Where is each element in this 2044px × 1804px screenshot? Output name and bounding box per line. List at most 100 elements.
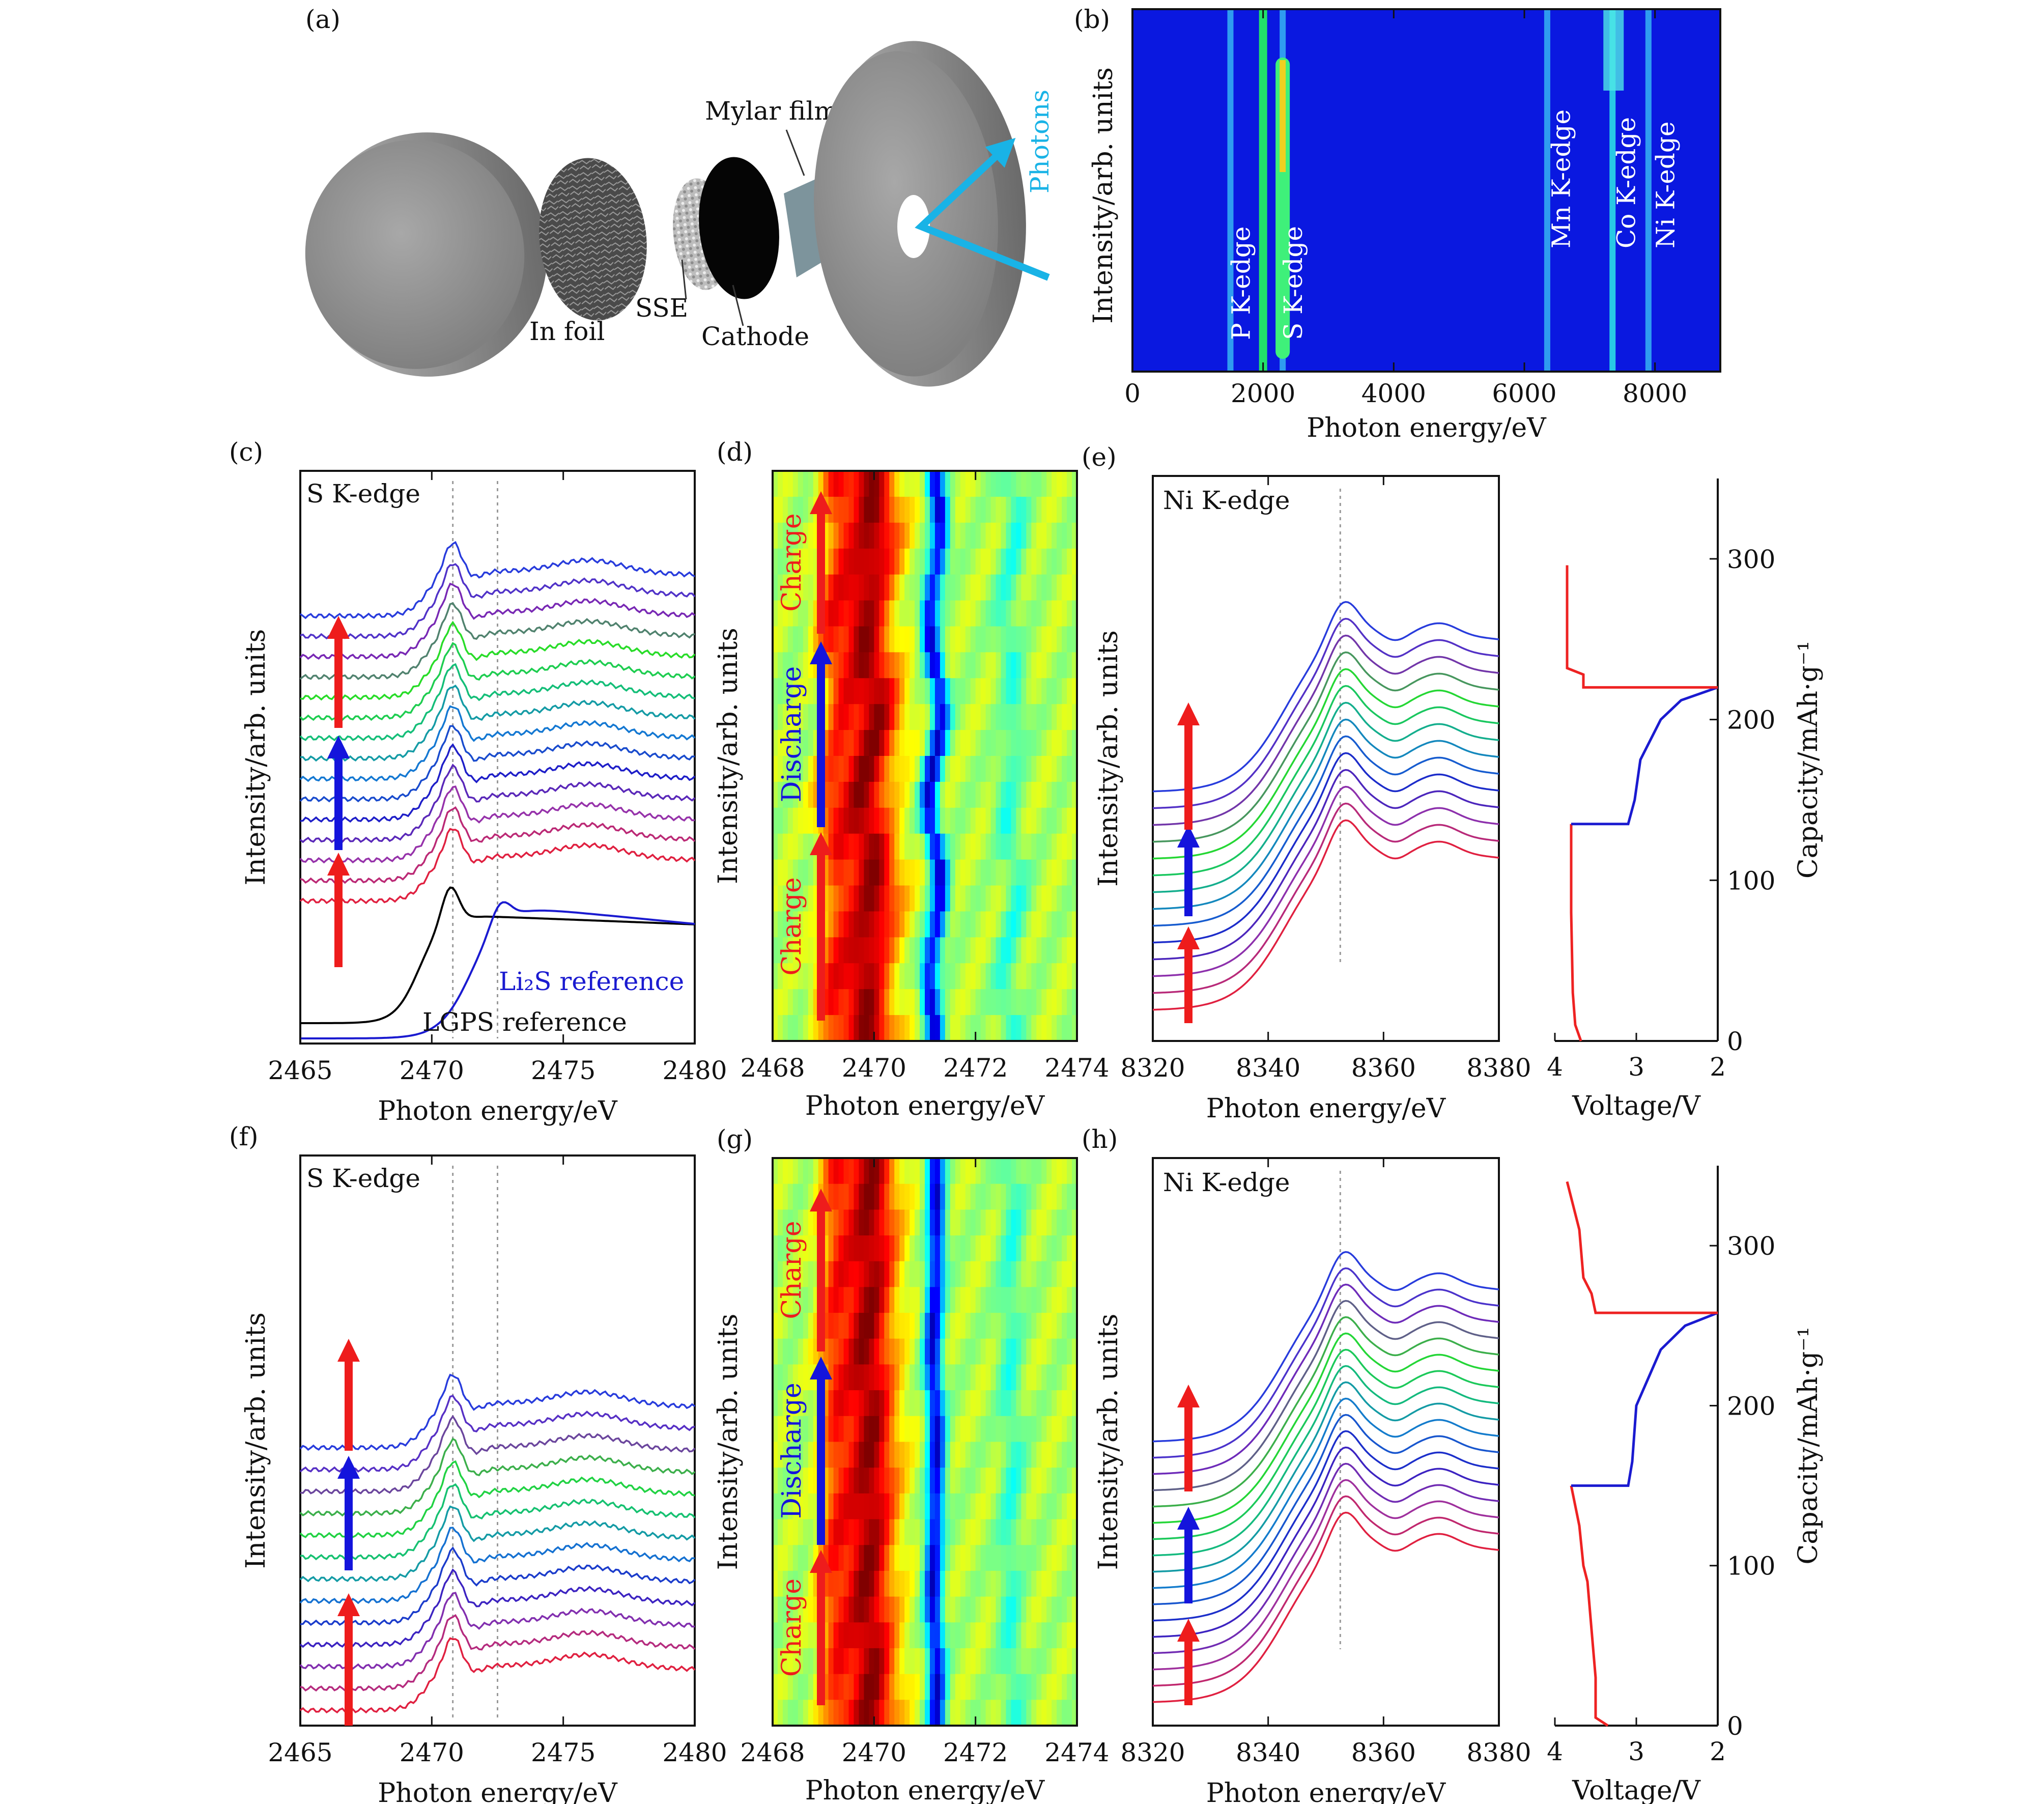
panel-label-a: (a) bbox=[305, 5, 340, 34]
heatmap-cell bbox=[859, 1468, 865, 1494]
heatmap-cell bbox=[889, 1416, 895, 1443]
heatmap-cell bbox=[910, 678, 916, 705]
heatmap-cell bbox=[1052, 1596, 1058, 1623]
heatmap-cell bbox=[889, 1390, 895, 1417]
heatmap-cell bbox=[980, 496, 986, 523]
heatmap-cell bbox=[808, 704, 814, 731]
heatmap-cell bbox=[808, 471, 814, 497]
heatmap-cell bbox=[864, 1545, 870, 1571]
heatmap-cell bbox=[1031, 1158, 1037, 1185]
heatmap-cell bbox=[884, 626, 890, 653]
heatmap-cell bbox=[934, 548, 941, 575]
heatmap-cell bbox=[915, 989, 921, 1016]
heatmap-cell bbox=[1036, 652, 1042, 679]
heatmap-cell bbox=[894, 756, 900, 782]
heatmap-cell bbox=[1057, 730, 1063, 756]
heatmap-cell bbox=[879, 1570, 885, 1597]
cathode-label: Cathode bbox=[701, 322, 809, 351]
heatmap-cell bbox=[980, 1545, 986, 1571]
heatmap-cell bbox=[975, 1390, 981, 1417]
heatmap-cell bbox=[925, 1183, 930, 1210]
heatmap-cell bbox=[955, 1519, 961, 1546]
heatmap-cell bbox=[915, 522, 921, 549]
spectrum-line bbox=[1152, 1414, 1499, 1605]
heatmap-cell bbox=[1016, 1442, 1022, 1469]
heatmap-cell bbox=[965, 833, 971, 860]
heatmap-cell bbox=[1072, 522, 1077, 549]
heatmap-cell bbox=[787, 1313, 793, 1339]
heatmap-cell bbox=[1026, 756, 1032, 782]
heatmap-cell bbox=[950, 1570, 956, 1597]
heatmap-cell bbox=[975, 859, 981, 886]
heatmap-cell bbox=[843, 756, 849, 782]
heatmap-cell bbox=[945, 496, 951, 523]
heatmap-cell bbox=[1011, 1442, 1017, 1469]
heatmap-cell bbox=[1062, 1313, 1068, 1339]
spectrum-line bbox=[299, 785, 695, 864]
heatmap-cell bbox=[1052, 1364, 1058, 1391]
heatmap-cell bbox=[1006, 911, 1012, 938]
in-foil bbox=[539, 158, 647, 321]
heatmap-cell bbox=[1072, 1674, 1077, 1701]
heatmap-cell bbox=[975, 963, 981, 990]
heatmap-cell bbox=[980, 963, 986, 990]
heatmap-cell bbox=[859, 963, 865, 990]
heatmap-cell bbox=[854, 1364, 860, 1391]
heatmap-cell bbox=[813, 1674, 819, 1701]
heatmap-cell bbox=[803, 652, 809, 679]
edge-label: S K-edge bbox=[1279, 226, 1308, 340]
heatmap-cell bbox=[1031, 1338, 1037, 1365]
heatmap-cell bbox=[955, 1338, 961, 1365]
heatmap-cell bbox=[1001, 1493, 1007, 1520]
heatmap-cell bbox=[975, 1183, 981, 1210]
heatmap-cell bbox=[838, 730, 844, 756]
heatmap-cell bbox=[1001, 1416, 1007, 1443]
heatmap-cell bbox=[1062, 756, 1068, 782]
heatmap-cell bbox=[787, 781, 793, 808]
heatmap-cell bbox=[848, 1287, 855, 1314]
heatmap-cell bbox=[1057, 756, 1063, 782]
heatmap-cell bbox=[1057, 911, 1063, 938]
heatmap-cell bbox=[985, 1493, 991, 1520]
heatmap-cell bbox=[843, 600, 849, 627]
heatmap-cell bbox=[1016, 1261, 1022, 1288]
heatmap-cell bbox=[854, 1545, 860, 1571]
heatmap-cell bbox=[889, 522, 895, 549]
heatmap-cell bbox=[955, 600, 961, 627]
heatmap-cell bbox=[833, 859, 839, 886]
heatmap-cell bbox=[1062, 1596, 1068, 1623]
heatmap-cell bbox=[1067, 1261, 1073, 1288]
heatmap-cell bbox=[813, 1209, 819, 1236]
heatmap-cell bbox=[838, 548, 844, 575]
heatmap-cell bbox=[874, 704, 880, 731]
heatmap-cell bbox=[1011, 1622, 1017, 1649]
spectrum-line bbox=[1152, 701, 1499, 893]
heatmap-cell bbox=[889, 1648, 895, 1675]
heatmap-cell bbox=[1057, 1158, 1063, 1185]
heatmap-cell bbox=[1052, 1235, 1058, 1262]
heatmap-cell bbox=[1041, 807, 1047, 834]
heatmap-cell bbox=[910, 1442, 916, 1469]
heatmap-cell bbox=[787, 1442, 793, 1469]
heatmap-cell bbox=[864, 1235, 870, 1262]
heatmap-cell bbox=[798, 885, 804, 912]
heatmap-cell bbox=[833, 1468, 839, 1494]
heatmap-cell bbox=[823, 1622, 829, 1649]
heatmap-cell bbox=[975, 989, 981, 1016]
heatmap-cell bbox=[965, 1261, 971, 1288]
heatmap-cell bbox=[945, 885, 951, 912]
heatmap-cell bbox=[990, 756, 997, 782]
heatmap-cell bbox=[940, 496, 946, 523]
heatmap-cell bbox=[990, 1183, 997, 1210]
heatmap-cell bbox=[965, 1493, 971, 1520]
x-tick-label: 8360 bbox=[1351, 1738, 1416, 1767]
heatmap-cell bbox=[869, 1622, 875, 1649]
heatmap-cell bbox=[1041, 678, 1047, 705]
heatmap-cell bbox=[808, 1287, 814, 1314]
heatmap-cell bbox=[894, 989, 900, 1016]
heatmap-cell bbox=[859, 1158, 865, 1185]
heatmap-cell bbox=[1006, 781, 1012, 808]
heatmap-cell bbox=[945, 652, 951, 679]
spectrum-line bbox=[300, 1483, 696, 1561]
x-tick-label: 4 bbox=[1547, 1737, 1563, 1766]
